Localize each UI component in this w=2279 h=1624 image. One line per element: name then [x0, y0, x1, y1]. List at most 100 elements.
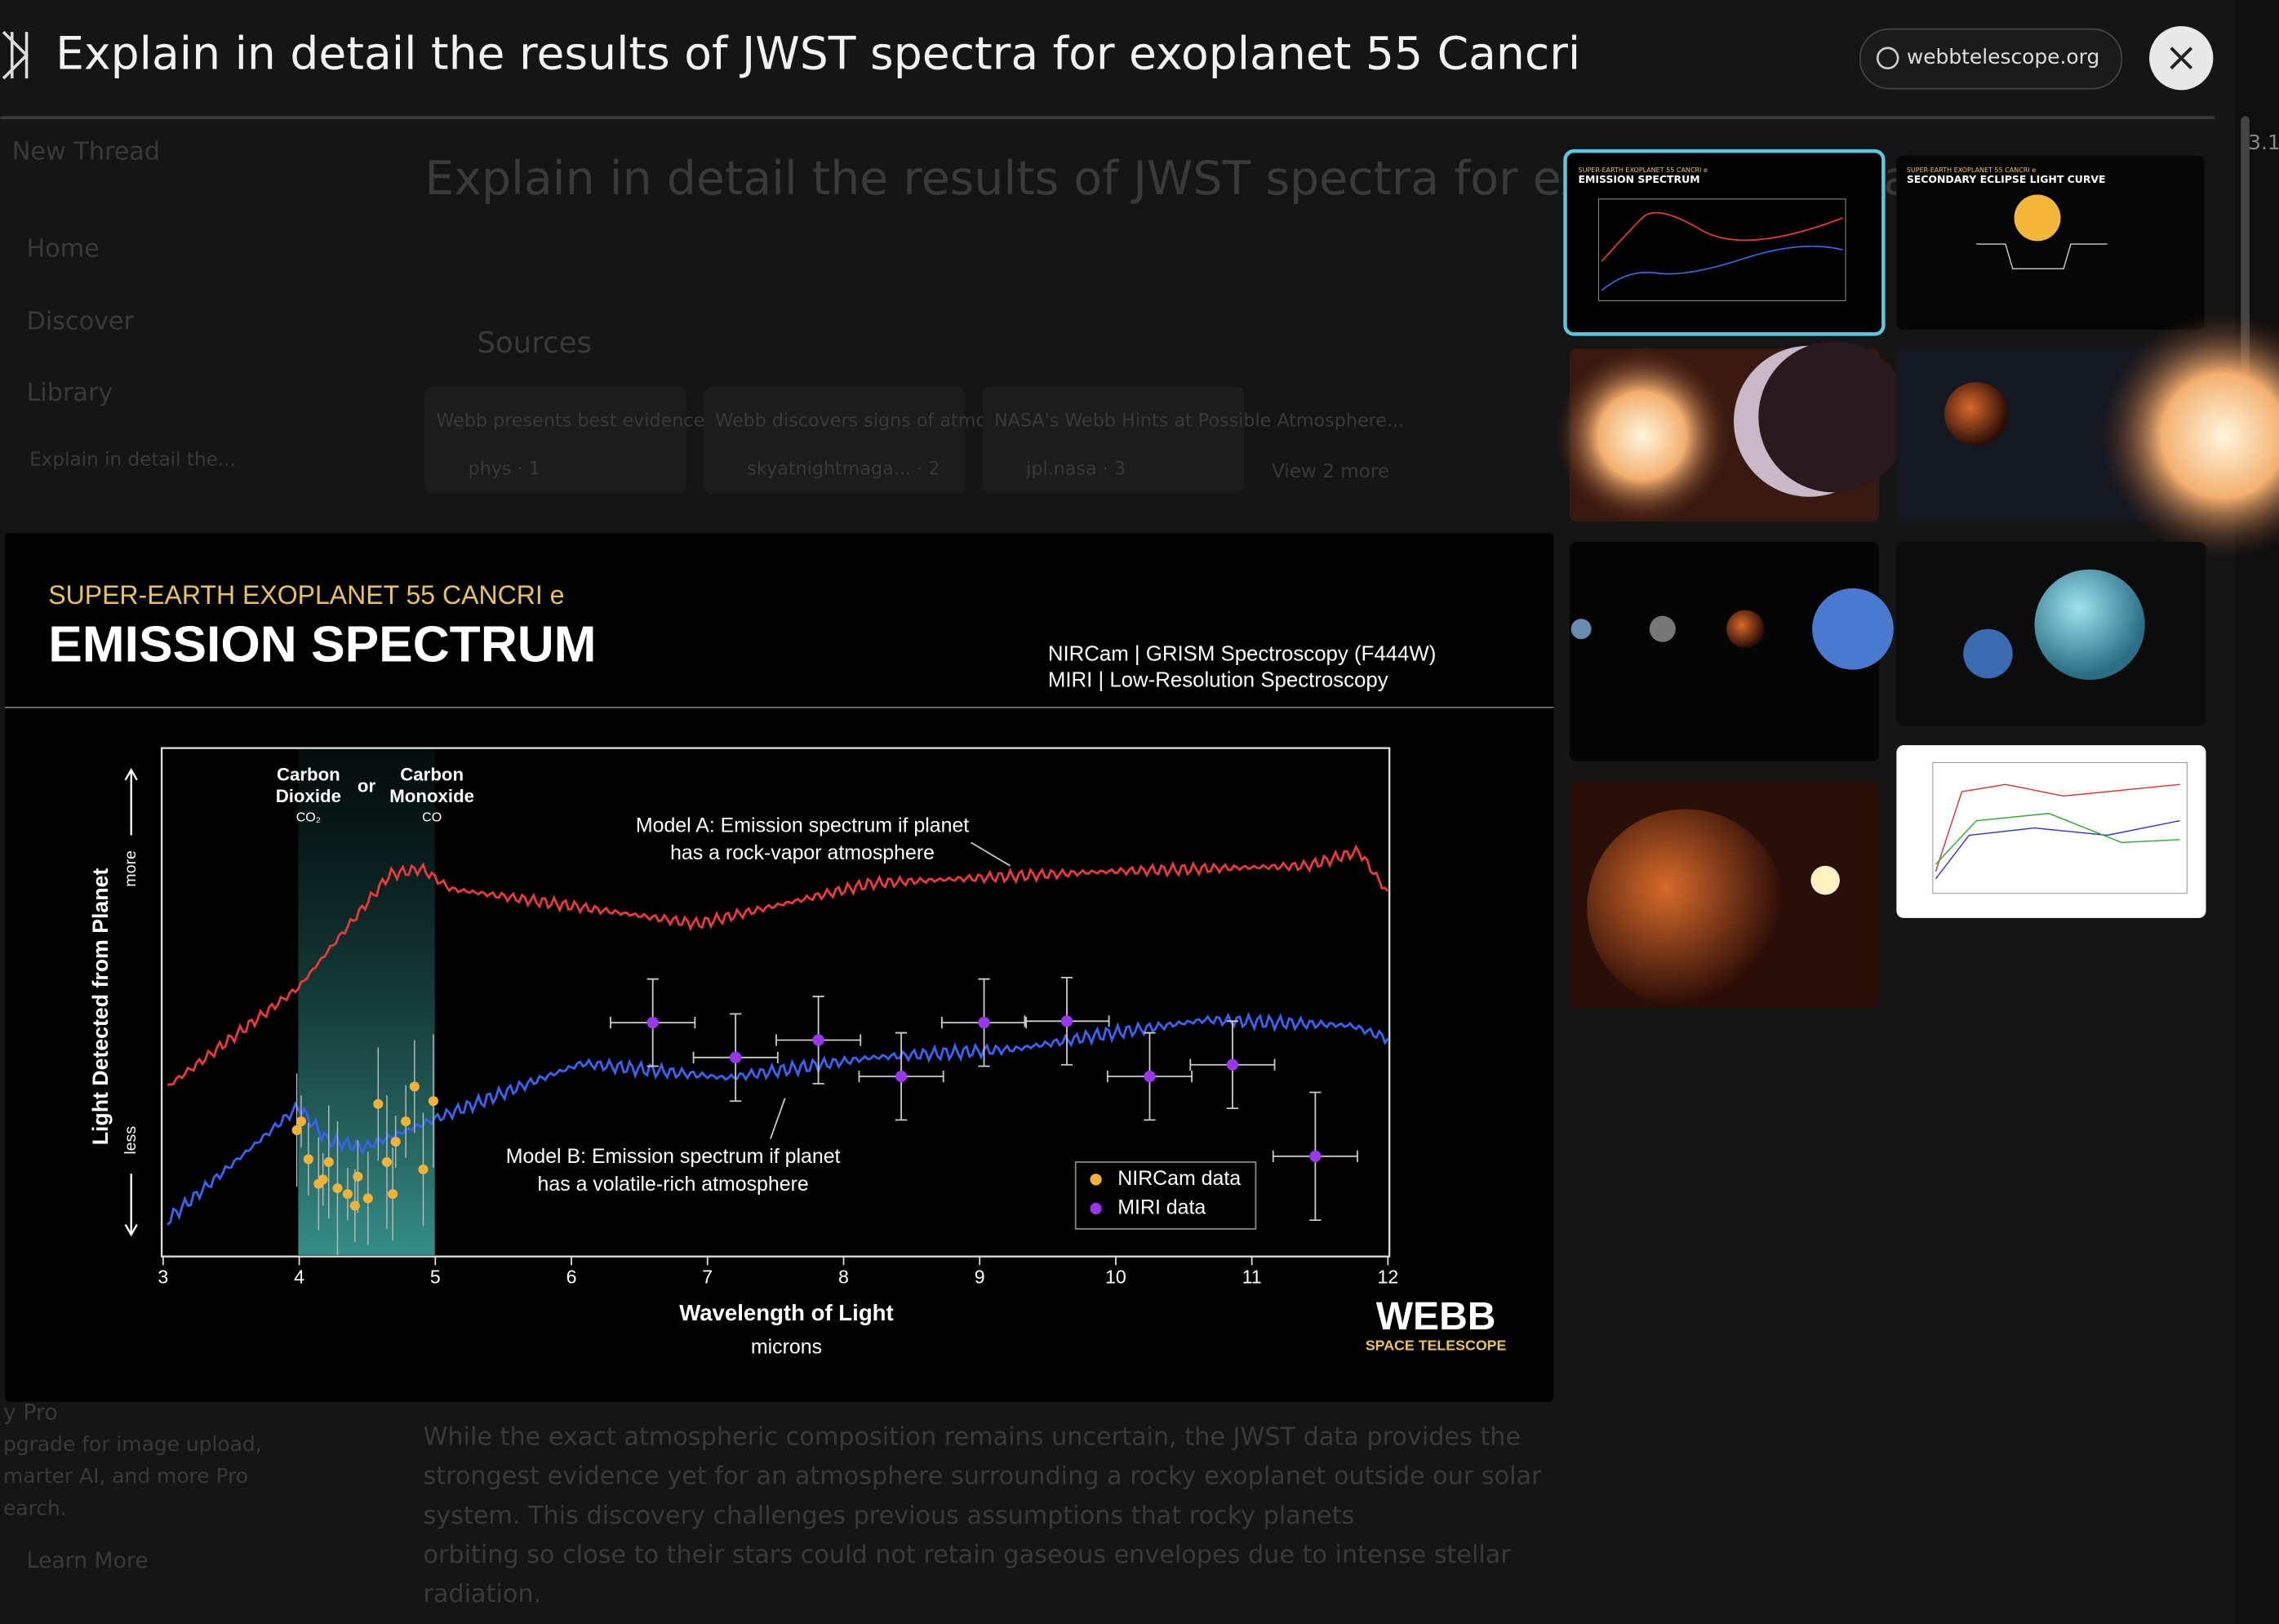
- source-pill[interactable]: [1859, 28, 2123, 90]
- answer-line: While the exact atmospheric composition …: [423, 1423, 1521, 1452]
- chart-kicker: SUPER-EARTH EXOPLANET 55 CANCRI e: [48, 580, 564, 610]
- miri-point: [978, 1016, 990, 1029]
- chart-title: EMISSION SPECTRUM: [48, 616, 596, 672]
- x-axis-label: Wavelength of Light: [679, 1300, 893, 1325]
- band-label: Dioxide: [276, 786, 341, 806]
- answer-line: radiation.: [423, 1580, 541, 1608]
- thumbnail[interactable]: [1563, 149, 1886, 336]
- source-site: phys · 1: [469, 458, 540, 479]
- source-icon: [1876, 47, 1899, 69]
- x-tick-label: 3: [158, 1266, 168, 1287]
- thumb-curve: [1601, 211, 1843, 262]
- pro-text: marter AI, and more Pro: [3, 1464, 248, 1488]
- thumb-curve: [1601, 245, 1843, 291]
- thumb-planet: [2034, 569, 2145, 681]
- close-icon: [2170, 47, 2193, 70]
- band-label: CO: [422, 810, 442, 824]
- model-b-note: Model B: Emission spectrum if planet: [506, 1145, 841, 1168]
- nircam-point: [291, 1125, 302, 1135]
- thumb-kicker: SUPER-EARTH EXOPLANET 55 CANCRI e: [1907, 166, 2036, 174]
- x-tick-label: 8: [838, 1266, 849, 1287]
- source-card[interactable]: [982, 386, 1245, 495]
- scrollbar: [2241, 116, 2250, 378]
- callout: [971, 841, 1011, 867]
- sidebar-item[interactable]: Library: [27, 379, 113, 407]
- sidebar-item[interactable]: Home: [27, 235, 100, 264]
- answer-line: orbiting so close to their stars could n…: [423, 1541, 1511, 1569]
- thumb-title: SECONDARY ECLIPSE LIGHT CURVE: [1907, 173, 2106, 185]
- thumb-planet: [1963, 628, 2013, 679]
- sidebar-item[interactable]: Explain in detail the...: [29, 450, 236, 471]
- edge-text: 3.1: [2248, 131, 2279, 154]
- thumbnail[interactable]: [1896, 155, 2205, 331]
- miri-point: [812, 1034, 824, 1046]
- model-curve: [167, 1011, 1389, 1226]
- sidebar-item[interactable]: New Thread: [12, 137, 160, 166]
- legend-swatch: [1090, 1202, 1102, 1215]
- legend-swatch: [1090, 1174, 1102, 1186]
- nircam-point: [388, 1189, 398, 1200]
- nircam-point: [342, 1189, 353, 1200]
- instrument: NIRCam | GRISM Spectroscopy (F444W): [1048, 643, 1436, 666]
- x-tick-label: 11: [1242, 1266, 1262, 1287]
- miri-point: [895, 1070, 908, 1083]
- thumb-title: EMISSION SPECTRUM: [1579, 173, 1700, 185]
- webb-logo: WEBB: [1376, 1295, 1496, 1338]
- thumbnail[interactable]: [1569, 541, 1880, 761]
- thumbnail[interactable]: [1896, 745, 2206, 918]
- source-link[interactable]: webbtelescope.org: [1907, 45, 2099, 69]
- nircam-point: [401, 1116, 411, 1127]
- x-tick-label: 7: [702, 1266, 713, 1287]
- x-tick-label: 5: [430, 1266, 441, 1287]
- source-card[interactable]: [704, 386, 966, 495]
- view-more[interactable]: View 2 more: [1272, 461, 1389, 482]
- thumb-kicker: SUPER-EARTH EXOPLANET 55 CANCRI e: [1579, 166, 1708, 174]
- thumb-curve: [1935, 813, 2180, 865]
- band-label: CO₂: [296, 810, 321, 824]
- band-label: Carbon: [277, 764, 340, 784]
- miri-point: [1226, 1058, 1239, 1071]
- thumb-plot: [1597, 198, 1846, 301]
- logo-icon: [2, 30, 29, 80]
- thumb-star: [2099, 312, 2279, 560]
- thumbnail-grid: SUPER-EARTH EXOPLANET 55 CANCRI e EMISSI…: [1555, 149, 2279, 1009]
- thumb-planet: [1570, 619, 1592, 640]
- thumb-planet: [1726, 610, 1765, 648]
- thumb-curve: [1935, 783, 2180, 872]
- model-curve: [167, 844, 1389, 1086]
- miri-point: [1309, 1150, 1322, 1162]
- model-b-note: has a volatile-rich atmosphere: [538, 1173, 809, 1196]
- nircam-point: [303, 1154, 313, 1165]
- band-label: Carbon: [400, 764, 464, 784]
- miri-point: [646, 1016, 659, 1029]
- sidebar-item[interactable]: Discover: [27, 308, 135, 336]
- thumb-star: [1810, 865, 1840, 895]
- y-less: less: [122, 1126, 140, 1155]
- sources-heading: Sources: [477, 326, 592, 360]
- instrument: MIRI | Low-Resolution Spectroscopy: [1048, 669, 1388, 692]
- nircam-point: [381, 1156, 393, 1168]
- miri-point: [730, 1051, 742, 1063]
- nircam-point: [418, 1164, 429, 1174]
- pro-text: y Pro: [3, 1400, 58, 1425]
- co-band: [298, 749, 435, 1255]
- webb-logo-sub: SPACE TELESCOPE: [1366, 1338, 1507, 1354]
- thumb-planet: [1812, 588, 1894, 670]
- model-a-note: has a rock-vapor atmosphere: [670, 841, 935, 864]
- thumb-star: [1555, 348, 1730, 523]
- thumb-planet: [1649, 615, 1676, 642]
- nircam-point: [390, 1137, 401, 1147]
- band-label: or: [358, 776, 376, 796]
- thumb-planet: [1944, 382, 2009, 446]
- miri-point: [1060, 1015, 1073, 1027]
- thumb-curve: [1935, 819, 2180, 880]
- legend-label: NIRCam data: [1117, 1167, 1241, 1190]
- x-tick-label: 4: [294, 1266, 304, 1287]
- viewer-title: Explain in detail the results of JWST sp…: [56, 29, 1580, 81]
- model-a-note: Model A: Emission spectrum if planet: [636, 814, 969, 836]
- pro-text: pgrade for image upload,: [3, 1432, 262, 1456]
- source-card[interactable]: [424, 386, 686, 495]
- learn-more[interactable]: Learn More: [27, 1548, 149, 1573]
